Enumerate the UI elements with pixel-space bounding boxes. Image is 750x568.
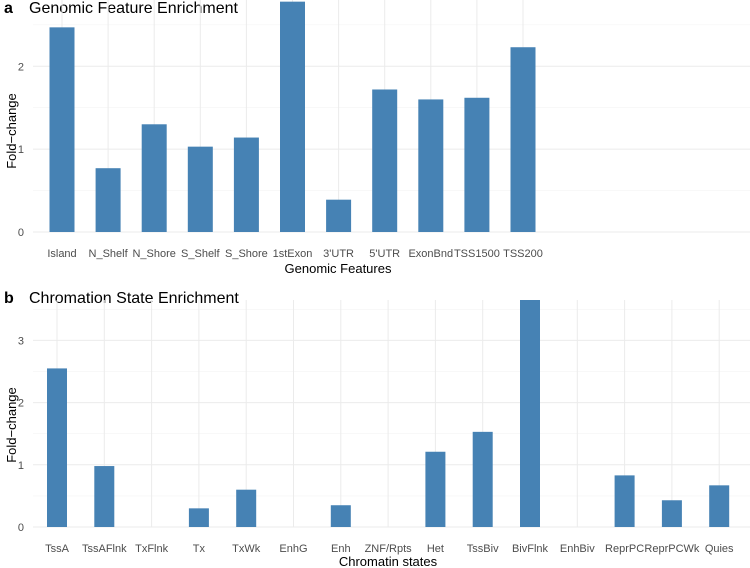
bar-n-shore xyxy=(141,124,167,232)
y-tick-label: 0 xyxy=(18,522,24,534)
bar-reprpc xyxy=(614,475,635,527)
panel-a-letter: a xyxy=(4,0,13,17)
panel-b-gridlines xyxy=(33,300,750,528)
x-tick-label: Enh xyxy=(331,543,351,555)
panel-b-letter: b xyxy=(4,290,14,307)
x-tick-label: TssAFlnk xyxy=(82,543,127,555)
panel-a-y-axis-title: Fold−change xyxy=(4,93,19,169)
x-tick-label: 5'UTR xyxy=(369,248,400,260)
x-tick-label: 3'UTR xyxy=(323,248,354,260)
bar-1stexon xyxy=(280,1,305,232)
x-tick-label: Island xyxy=(47,248,76,260)
x-tick-label: Tx xyxy=(193,543,206,555)
x-tick-label: BivFlnk xyxy=(512,543,549,555)
bar-s-shelf xyxy=(187,146,213,232)
x-tick-label: S_Shelf xyxy=(181,248,220,260)
y-tick-label: 1 xyxy=(18,460,24,472)
bar-het xyxy=(425,451,446,527)
bar-exonbnd xyxy=(418,99,444,232)
bar-bivflnk xyxy=(520,300,540,527)
panel-a-x-tick-labels: Island N_Shelf N_Shore S_Shelf S_Shore 1stExo… xyxy=(47,248,543,260)
bar-5-utr xyxy=(372,89,398,232)
bar-s-shore xyxy=(233,137,259,232)
panel-a-bars xyxy=(49,1,536,233)
x-tick-label: N_Shore xyxy=(132,248,175,260)
bar-quies xyxy=(709,485,730,527)
y-tick-label: 2 xyxy=(18,61,24,73)
x-tick-label: EnhG xyxy=(279,543,307,555)
panel-b-title: Chromation State Enrichment xyxy=(29,290,239,307)
bar-tssa xyxy=(47,368,67,527)
bar-tss1500 xyxy=(464,97,490,233)
x-tick-label: TssA xyxy=(45,543,70,555)
panel-a-y-tick-labels: 0 1 2 xyxy=(18,61,24,239)
x-tick-label: S_Shore xyxy=(225,248,268,260)
x-tick-label: Het xyxy=(427,543,444,555)
y-tick-label: 0 xyxy=(18,227,24,239)
y-tick-label: 2 xyxy=(18,398,24,410)
panel-a-title: Genomic Feature Enrichment xyxy=(29,0,239,17)
panel-b-x-tick-labels: TssA TssAFlnk TxFlnk Tx TxWk EnhG Enh ZNF/Rpts H… xyxy=(45,543,734,555)
bar-tx xyxy=(188,508,209,527)
bar-reprpcwk xyxy=(661,500,682,527)
bar-txwk xyxy=(236,489,257,527)
x-tick-label: TSS200 xyxy=(503,248,543,260)
panel-b-y-tick-labels: 0 1 2 3 xyxy=(18,335,24,534)
bar-3-utr xyxy=(326,199,352,232)
bar-n-shelf xyxy=(95,168,121,232)
panel-a-genomic-feature-enrichment: a Genomic Feature Enrichment 0 1 2 Island N… xyxy=(4,0,750,276)
panel-b-x-axis-title: Chromatin states xyxy=(339,554,438,568)
bar-tssaflnk xyxy=(94,466,115,527)
x-tick-label: TSS1500 xyxy=(454,248,500,260)
panel-b-bars xyxy=(47,300,730,527)
x-tick-label: Quies xyxy=(705,543,734,555)
bar-enh xyxy=(330,505,351,527)
x-tick-label: TxWk xyxy=(232,543,261,555)
x-tick-label: ReprPC xyxy=(605,543,644,555)
panel-b-y-axis-title: Fold−change xyxy=(4,387,19,463)
x-tick-label: TssBiv xyxy=(467,543,499,555)
x-tick-label: EnhBiv xyxy=(560,543,595,555)
y-tick-label: 3 xyxy=(18,335,24,347)
bar-tssbiv xyxy=(472,431,493,527)
x-tick-label: 1stExon xyxy=(273,248,313,260)
x-tick-label: ExonBnd xyxy=(408,248,453,260)
bar-tss200 xyxy=(510,47,536,232)
panel-a-x-axis-title: Genomic Features xyxy=(285,261,392,276)
x-tick-label: ZNF/Rpts xyxy=(365,543,413,555)
x-tick-label: N_Shelf xyxy=(89,248,129,260)
x-tick-label: ReprPCWk xyxy=(644,543,700,555)
x-tick-label: TxFlnk xyxy=(135,543,169,555)
y-tick-label: 1 xyxy=(18,144,24,156)
bar-island xyxy=(49,27,75,232)
